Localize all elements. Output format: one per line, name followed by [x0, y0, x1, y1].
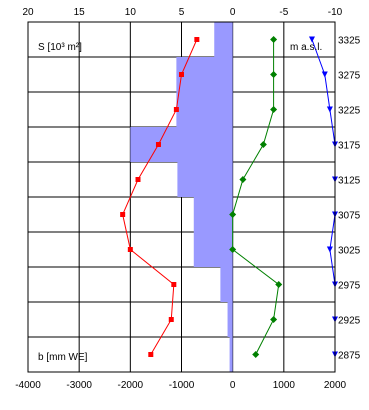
data-point	[194, 37, 200, 42]
data-point	[120, 212, 126, 217]
data-point	[270, 71, 278, 78]
data-point	[252, 351, 260, 358]
data-point	[326, 106, 333, 113]
data-point	[179, 72, 184, 77]
elevation-tick-label: 3025	[338, 246, 361, 257]
data-point	[148, 352, 154, 357]
area-bar	[227, 302, 233, 337]
data-point	[168, 317, 174, 322]
bottom-tick-label: -3000	[66, 380, 92, 391]
data-point	[259, 141, 267, 148]
elevation-tick-label: 3225	[338, 106, 361, 117]
elevation-tick-label: 2925	[338, 316, 361, 327]
data-point	[275, 281, 283, 288]
area-bar	[193, 197, 233, 232]
elevation-tick-label: 3125	[338, 176, 361, 187]
data-point	[171, 282, 177, 287]
elevation-axis-label: m a.s.l.	[290, 42, 322, 53]
bottom-tick-label: 1000	[273, 380, 296, 391]
area-bar	[229, 337, 233, 372]
bottom-tick-label: -1000	[169, 380, 195, 391]
data-point	[229, 211, 237, 218]
data-point	[127, 247, 133, 252]
series-line	[122, 39, 198, 355]
bottom-tick-label: 2000	[324, 380, 347, 391]
data-point	[321, 71, 328, 78]
top-tick-label: -5	[279, 7, 288, 18]
area-bar	[177, 162, 233, 197]
area-bar	[214, 22, 233, 57]
top-tick-label: 5	[179, 7, 185, 18]
top-tick-label: 15	[74, 7, 86, 18]
area-bar	[220, 267, 233, 302]
area-bar	[193, 232, 233, 267]
data-point	[229, 246, 237, 253]
data-point	[270, 316, 278, 323]
area-axis-label: S [10³ m²]	[38, 42, 82, 53]
bottom-tick-label: 0	[230, 380, 236, 391]
top-tick-label: 20	[22, 7, 34, 18]
elevation-tick-label: 3325	[338, 36, 361, 47]
elevation-tick-label: 2975	[338, 281, 361, 292]
series-line	[232, 39, 280, 355]
elevation-tick-label: 3275	[338, 71, 361, 82]
top-tick-label: -10	[328, 7, 343, 18]
data-point	[173, 107, 179, 112]
area-bars	[130, 22, 233, 372]
area-bar	[176, 57, 233, 92]
elevation-tick-label: 3075	[338, 211, 361, 222]
area-bar	[130, 127, 233, 162]
top-tick-label: 0	[230, 7, 236, 18]
elevation-tick-label: 2875	[338, 351, 361, 362]
data-point	[326, 246, 333, 253]
plot-frame	[27, 21, 336, 373]
data-point	[239, 176, 247, 183]
area-bar	[176, 92, 233, 127]
data-point	[135, 177, 141, 182]
data-point	[270, 36, 278, 43]
bottom-tick-label: -2000	[118, 380, 144, 391]
data-point	[308, 36, 315, 43]
data-point	[155, 142, 161, 147]
bottom-tick-label: -4000	[15, 380, 41, 391]
top-tick-label: 10	[125, 7, 137, 18]
data-point	[270, 106, 278, 113]
balance-axis-label: b [mm WE]	[38, 352, 88, 363]
elevation-tick-label: 3175	[338, 141, 361, 152]
tick-labels: 20 15 10 5 0 -5 -10 -4000 -3000 -2000 -1000 0 1000 20…	[15, 7, 360, 391]
